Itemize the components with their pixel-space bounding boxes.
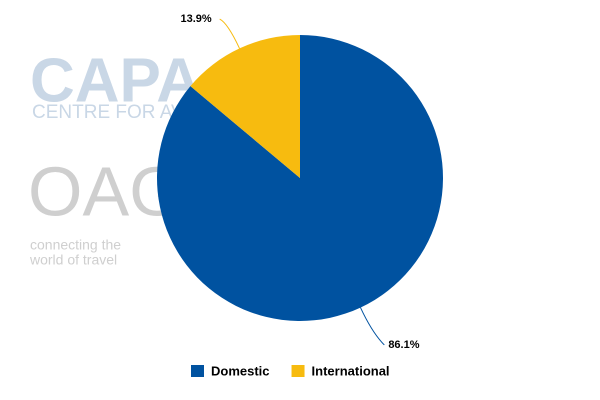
pie-slice bbox=[190, 35, 300, 178]
data-label: 13.9% bbox=[180, 13, 211, 25]
legend-swatch bbox=[291, 365, 305, 377]
watermark-capa-sub: CENTRE FOR AV bbox=[32, 102, 184, 123]
legend-label: Domestic bbox=[211, 363, 270, 378]
watermark-tagline: world of travel bbox=[29, 252, 117, 268]
data-label: 86.1% bbox=[388, 339, 419, 351]
pie-slice bbox=[157, 35, 443, 322]
leader-line bbox=[219, 18, 240, 49]
legend-label: International bbox=[312, 363, 390, 378]
watermark-tagline: connecting the bbox=[30, 237, 121, 253]
leader-line bbox=[360, 307, 385, 346]
watermark-capa: CAPA bbox=[30, 46, 201, 115]
legend-swatch bbox=[191, 365, 204, 377]
